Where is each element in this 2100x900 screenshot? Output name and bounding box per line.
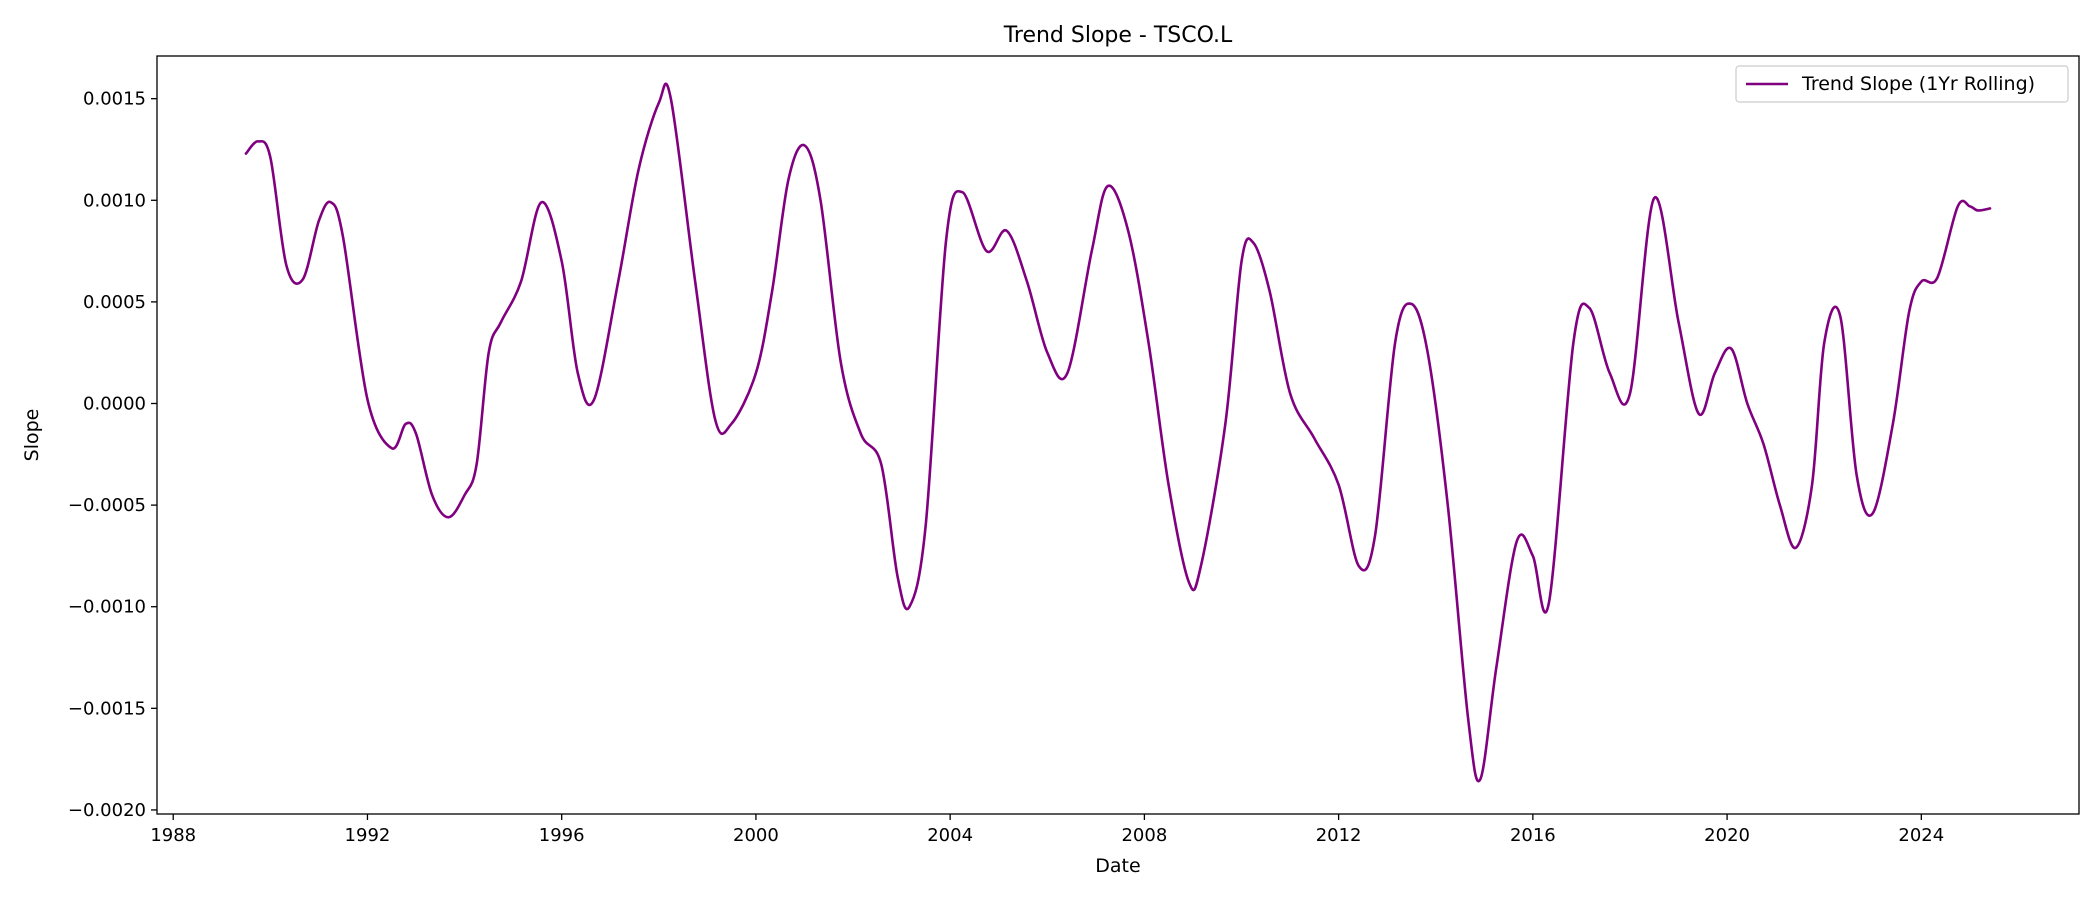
y-tick-label: 0.0000: [83, 394, 146, 415]
x-tick-label: 2008: [1121, 825, 1167, 846]
x-tick-label: 2020: [1704, 825, 1750, 846]
legend: Trend Slope (1Yr Rolling): [1735, 65, 2069, 103]
x-tick-label: 1996: [539, 825, 585, 846]
y-tick-label: 0.0005: [83, 292, 146, 313]
x-tick-label: 2004: [927, 825, 973, 846]
y-tick-label: −0.0005: [68, 495, 146, 516]
x-tick-label: 1988: [150, 825, 196, 846]
y-tick-label: −0.0010: [68, 597, 146, 618]
x-tick-label: 2016: [1510, 825, 1556, 846]
y-tick-label: −0.0020: [68, 800, 146, 821]
series-line-trend-slope: [244, 82, 1992, 783]
legend-label: Trend Slope (1Yr Rolling): [1801, 73, 2035, 95]
y-axis: 0.0015 0.0010 0.0005 0.0000 −0.0005 −0.0010 −0…: [68, 89, 157, 821]
y-tick-label: 0.0015: [83, 89, 146, 110]
plot-area: [156, 55, 2080, 815]
x-tick-label: 2024: [1898, 825, 1944, 846]
x-tick-label: 2000: [733, 825, 779, 846]
x-axis-label: Date: [1095, 855, 1140, 877]
legend-box: [1735, 65, 2069, 103]
y-tick-label: −0.0015: [68, 698, 146, 719]
x-tick-label: 2012: [1316, 825, 1362, 846]
y-tick-label: 0.0010: [83, 190, 146, 211]
chart-title: Trend Slope - TSCO.L: [1003, 23, 1233, 48]
x-axis: 1988 1992 1996 2000 2004 2008 2012 2016 2020 2024: [150, 814, 1944, 846]
x-tick-label: 1992: [345, 825, 391, 846]
y-axis-label: Slope: [21, 409, 43, 462]
plot-frame: [156, 55, 2080, 815]
